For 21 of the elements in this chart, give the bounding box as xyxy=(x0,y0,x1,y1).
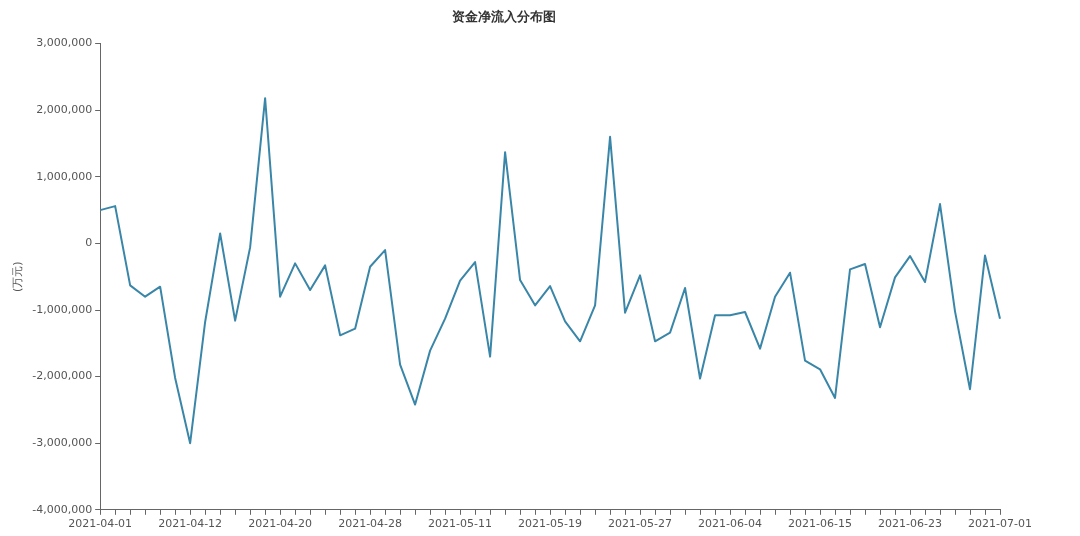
chart-title: 资金净流入分布图 xyxy=(452,9,556,25)
x-tick-label: 2021-05-19 xyxy=(518,517,583,531)
x-tick-label: 2021-07-01 xyxy=(968,517,1032,531)
x-tick-label: 2021-06-15 xyxy=(788,517,852,531)
x-tick-label: 2021-04-12 xyxy=(158,517,223,531)
y-tick-label: -2,000,000 xyxy=(32,369,93,383)
x-tick-label: 2021-05-11 xyxy=(428,517,493,531)
x-tick-label: 2021-04-01 xyxy=(68,517,133,531)
y-tick-label: 0 xyxy=(85,236,93,250)
y-tick-label: -4,000,000 xyxy=(32,502,93,516)
y-tick-label: 3,000,000 xyxy=(36,36,93,50)
x-tick-label: 2021-05-27 xyxy=(608,517,673,531)
y-axis-title: (万元) xyxy=(11,261,25,292)
y-tick-label: 1,000,000 xyxy=(36,169,93,183)
x-tick-label: 2021-04-20 xyxy=(248,517,313,531)
x-tick-label: 2021-04-28 xyxy=(338,517,403,531)
y-tick-label: -1,000,000 xyxy=(32,302,93,316)
y-tick-label: 2,000,000 xyxy=(36,103,93,117)
x-tick-label: 2021-06-04 xyxy=(698,517,763,531)
x-tick-label: 2021-06-23 xyxy=(878,517,942,531)
y-tick-label: -3,000,000 xyxy=(32,436,93,450)
